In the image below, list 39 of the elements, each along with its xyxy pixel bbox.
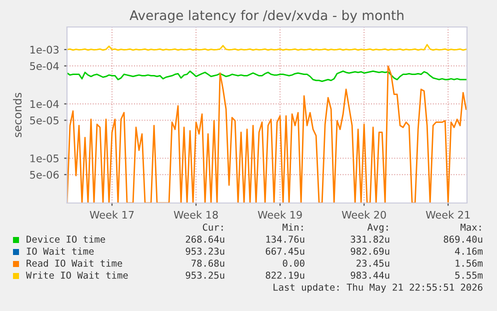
- text: 4.16m: [455, 248, 483, 255]
- y-tick-label: 5e-04: [30, 62, 59, 70]
- y-axis-title: seconds: [13, 92, 22, 138]
- text: 667.45u: [266, 248, 304, 255]
- x-tick-label: Week 17: [90, 210, 134, 219]
- text: 5.55m: [455, 272, 483, 279]
- text: 822.19u: [266, 272, 304, 279]
- text: Last update: Thu May 21 22:55:51 2026: [274, 283, 482, 293]
- legend-label: IO Wait time: [26, 247, 94, 255]
- text: 1.56m: [456, 260, 483, 267]
- legend-label: Read IO Wait time: [26, 259, 122, 267]
- y-tick-label: 1e-04: [30, 100, 59, 108]
- text: 23.45u: [356, 260, 390, 267]
- text: 982.69u: [350, 248, 390, 255]
- y-tick-label: 5e-05: [30, 116, 58, 124]
- text: 331.82u: [350, 236, 390, 243]
- text: 268.64u: [186, 236, 224, 243]
- legend-label: Device IO time: [26, 235, 106, 243]
- line-series: [67, 70, 467, 82]
- text: 953.23u: [186, 248, 224, 255]
- x-tick-label: Week 20: [342, 210, 386, 219]
- text: Avg:: [367, 224, 388, 233]
- text: 869.40u: [444, 236, 482, 243]
- chart-title: Average latency for /dev/xvda - by month: [130, 10, 404, 23]
- text: Cur:: [202, 224, 223, 231]
- y-tick-label: 1e-03: [30, 46, 59, 54]
- text: 78.68u: [192, 260, 224, 267]
- x-tick-label: Week 18: [174, 210, 218, 219]
- text: 983.44u: [350, 272, 390, 279]
- x-tick-label: Week 19: [258, 210, 302, 219]
- y-tick-label: 1e-05: [30, 154, 58, 162]
- legend-label: Write IO Wait time: [26, 271, 128, 279]
- text: 0.00: [282, 260, 304, 267]
- text: 953.25u: [186, 272, 224, 279]
- y-tick-label: 5e-06: [30, 170, 59, 179]
- text: 134.76u: [266, 236, 304, 243]
- text: Min:: [282, 223, 303, 231]
- x-tick-label: Week 21: [426, 210, 470, 219]
- text: Max:: [460, 224, 481, 231]
